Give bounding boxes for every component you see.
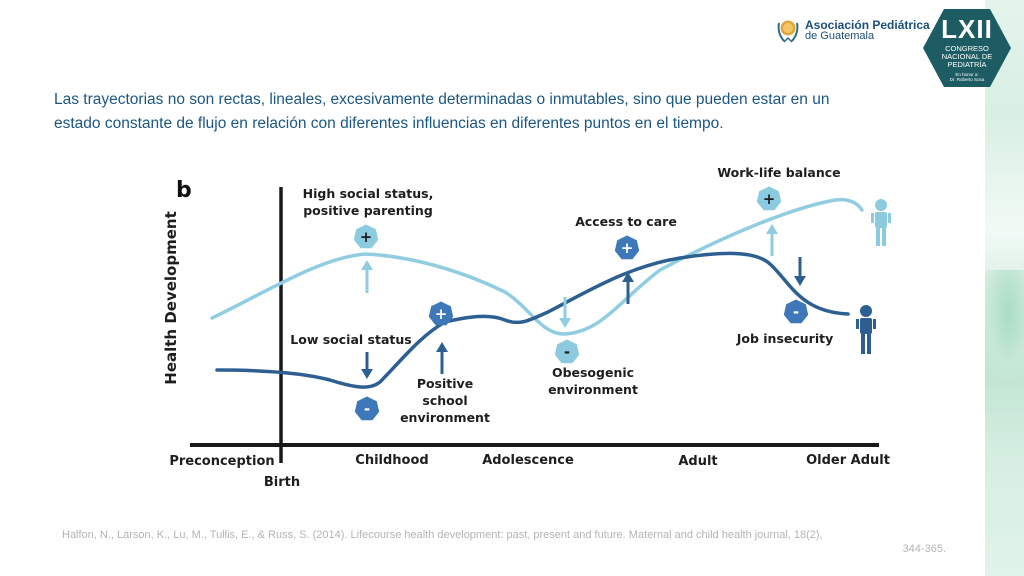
heptagon-icon <box>756 186 782 211</box>
heptagon-icon <box>554 339 580 364</box>
label-high-social-status-1: High social status, <box>303 186 434 201</box>
influence-marker-positive: + <box>428 301 454 326</box>
decorative-watercolor-blot <box>985 270 1024 380</box>
arrow-work-life-balance <box>766 224 778 256</box>
arrow-job-insecurity <box>794 257 806 286</box>
heptagon-icon <box>428 301 454 326</box>
influence-marker-positive: + <box>756 186 782 211</box>
citation: Halfon, N., Larson, K., Lu, M., Tullis, … <box>62 528 946 556</box>
citation-line-1: Halfon, N., Larson, K., Lu, M., Tullis, … <box>62 529 823 541</box>
stage-label-childhood: Childhood <box>355 453 428 468</box>
hexagon-badge-shape <box>923 9 1011 87</box>
plus-icon: + <box>763 190 776 208</box>
congress-honor-line-1: En honor a: <box>955 72 979 77</box>
minus-icon: - <box>564 343 570 361</box>
influence-marker-positive: + <box>353 224 379 249</box>
label-job-insecurity: Job insecurity <box>736 331 834 346</box>
label-positive-school-1: Positive <box>417 376 473 391</box>
congress-numeral: LXII <box>941 14 993 44</box>
y-axis-label: Health Development <box>162 211 180 384</box>
arrow-high-social-status <box>361 260 373 293</box>
heptagon-icon <box>783 299 809 324</box>
birth-label: Birth <box>264 475 300 490</box>
stage-label-adult: Adult <box>678 454 717 469</box>
congress-badge: LXII CONGRESO NACIONAL DE PEDIATRÍA En h… <box>922 8 1012 88</box>
person-icon-dark <box>856 305 876 354</box>
organization-subtitle: de Guatemala <box>805 30 875 42</box>
heptagon-icon <box>614 235 640 260</box>
label-high-social-status-2: positive parenting <box>303 203 433 218</box>
congress-line-3: PEDIATRÍA <box>947 60 987 69</box>
heptagon-icon <box>353 224 379 249</box>
influence-marker-negative: - <box>783 299 809 324</box>
label-low-social-status: Low social status <box>290 332 411 347</box>
label-obesogenic-1: Obesogenic <box>552 365 634 380</box>
label-work-life-balance: Work-life balance <box>717 165 840 180</box>
intro-paragraph: Las trayectorias no son rectas, lineales… <box>54 91 830 132</box>
organization-logo: Asociación Pediátrica de Guatemala <box>776 17 930 45</box>
arrow-positive-school <box>436 342 448 374</box>
label-positive-school-3: environment <box>400 410 490 425</box>
plus-icon: + <box>621 239 634 257</box>
plus-icon: + <box>435 305 448 323</box>
arrow-access-to-care <box>622 272 634 304</box>
influence-marker-negative: - <box>554 339 580 364</box>
label-positive-school-2: school <box>422 393 467 408</box>
stage-label-adolescence: Adolescence <box>482 453 574 468</box>
plus-icon: + <box>360 228 373 246</box>
stage-label-older-adult: Older Adult <box>806 453 890 468</box>
light-trajectory-curve <box>210 197 864 336</box>
influence-marker-negative: - <box>354 396 380 421</box>
dark-trajectory-curve <box>215 251 850 389</box>
person-icon-light <box>871 199 891 246</box>
label-obesogenic-2: environment <box>548 382 638 397</box>
congress-honor-line-2: Dr. Roberto Sosa <box>949 77 985 82</box>
minus-icon: - <box>364 400 370 418</box>
influence-marker-positive: + <box>614 235 640 260</box>
minus-icon: - <box>793 303 799 321</box>
congress-line-1: CONGRESO <box>945 44 989 53</box>
pediatric-association-emblem-icon <box>777 20 799 43</box>
panel-label: b <box>176 178 192 203</box>
congress-line-2: NACIONAL DE <box>941 52 993 61</box>
citation-line-2: 344-365. <box>902 543 946 555</box>
stage-label-preconception: Preconception <box>169 454 274 469</box>
arrow-low-social-status <box>361 352 373 379</box>
label-access-to-care: Access to care <box>575 214 677 229</box>
organization-name: Asociación Pediátrica <box>805 18 930 32</box>
heptagon-icon <box>354 396 380 421</box>
arrow-obesogenic <box>559 297 571 328</box>
